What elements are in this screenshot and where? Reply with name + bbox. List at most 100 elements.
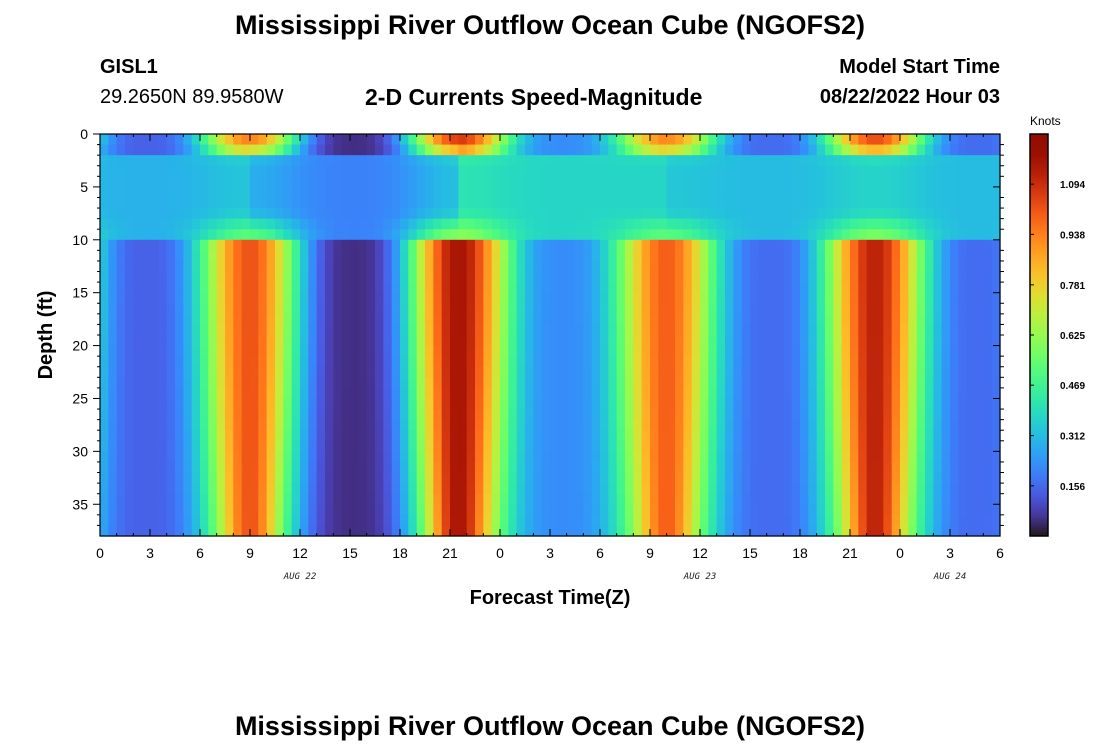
heatmap-cell xyxy=(525,197,534,209)
heatmap-cell xyxy=(308,186,318,199)
heatmap-cell xyxy=(491,292,501,304)
heatmap-cell xyxy=(466,324,476,336)
heatmap-cell xyxy=(433,197,443,209)
heatmap-cell xyxy=(808,493,818,505)
heatmap-cell xyxy=(125,165,134,177)
heatmap-cell xyxy=(408,366,418,378)
heatmap-cell xyxy=(166,504,176,516)
heatmap-cell xyxy=(200,144,209,156)
heatmap-cell xyxy=(708,345,718,357)
heatmap-cell xyxy=(683,525,693,537)
heatmap-cell xyxy=(275,218,284,230)
heatmap-cell xyxy=(700,377,709,389)
heatmap-cell xyxy=(791,514,801,527)
heatmap-cell xyxy=(133,440,143,452)
heatmap-cell xyxy=(158,313,168,326)
heatmap-cell xyxy=(500,398,509,410)
heatmap-cell xyxy=(308,271,318,283)
heatmap-cell xyxy=(108,208,118,220)
heatmap-cell xyxy=(408,324,418,336)
heatmap-cell xyxy=(616,461,626,474)
heatmap-cell xyxy=(191,260,201,273)
heatmap-cell xyxy=(766,155,776,167)
heatmap-cell xyxy=(900,197,909,209)
heatmap-cell xyxy=(400,345,409,357)
heatmap-cell xyxy=(158,292,168,304)
heatmap-cell xyxy=(683,345,693,357)
heatmap-cell xyxy=(641,282,651,294)
heatmap-cell xyxy=(608,165,618,177)
date-label: AUG 24 xyxy=(933,572,967,582)
heatmap-cell xyxy=(366,197,376,209)
heatmap-cell xyxy=(275,430,284,442)
heatmap-cell xyxy=(108,324,118,336)
heatmap-cell xyxy=(950,493,959,505)
heatmap-cell xyxy=(233,356,243,368)
heatmap-cell xyxy=(958,260,968,273)
heatmap-cell xyxy=(608,525,618,537)
heatmap-cell xyxy=(191,504,201,516)
heatmap-cell xyxy=(866,165,876,177)
heatmap-cell xyxy=(300,451,309,463)
heatmap-cell xyxy=(116,472,126,484)
heatmap-cell xyxy=(883,419,893,431)
heatmap-cell xyxy=(608,472,618,484)
heatmap-cell xyxy=(316,313,326,326)
heatmap-cell xyxy=(458,514,468,527)
heatmap-cell xyxy=(666,144,676,156)
heatmap-cell xyxy=(541,303,551,315)
heatmap-cell xyxy=(308,366,318,378)
heatmap-cell xyxy=(641,398,651,410)
heatmap-cell xyxy=(166,356,176,368)
heatmap-cell xyxy=(541,430,551,442)
heatmap-cell xyxy=(908,461,918,474)
heatmap-cell xyxy=(683,366,693,378)
heatmap-cell xyxy=(683,419,693,431)
heatmap-cell xyxy=(350,514,359,527)
heatmap-cell xyxy=(866,260,876,273)
heatmap-cell xyxy=(825,398,834,410)
heatmap-cell xyxy=(508,356,518,368)
heatmap-cell xyxy=(950,165,959,177)
heatmap-cell xyxy=(850,409,859,421)
heatmap-cell xyxy=(691,525,701,537)
heatmap-cell xyxy=(316,155,326,167)
heatmap-cell xyxy=(791,186,801,199)
heatmap-cell xyxy=(258,419,268,431)
heatmap-cell xyxy=(675,155,684,167)
heatmap-cell xyxy=(658,440,668,452)
heatmap-cell xyxy=(125,303,134,315)
heatmap-cell xyxy=(808,134,818,146)
heatmap-cell xyxy=(891,387,901,400)
heatmap-cell xyxy=(141,451,151,463)
heatmap-cell xyxy=(658,514,668,527)
heatmap-cell xyxy=(258,514,268,527)
heatmap-cell xyxy=(391,419,401,431)
heatmap-cell xyxy=(808,260,818,273)
heatmap-cell xyxy=(641,271,651,283)
heatmap-cell xyxy=(358,176,368,188)
heatmap-cell xyxy=(183,356,193,368)
heatmap-cell xyxy=(766,430,776,442)
heatmap-cell xyxy=(716,525,726,537)
heatmap-cell xyxy=(533,260,543,273)
heatmap-cell xyxy=(541,335,551,347)
heatmap-cell xyxy=(275,165,284,177)
heatmap-cell xyxy=(508,282,518,294)
heatmap-cell xyxy=(975,430,984,442)
heatmap-cell xyxy=(283,366,293,378)
heatmap-cell xyxy=(541,239,551,251)
heatmap-cell xyxy=(683,335,693,347)
heatmap-cell xyxy=(891,335,901,347)
heatmap-cell xyxy=(175,313,184,326)
heatmap-cell xyxy=(275,398,284,410)
heatmap-cell xyxy=(908,282,918,294)
heatmap-cell xyxy=(258,461,268,474)
heatmap-cell xyxy=(950,303,959,315)
heatmap-cell xyxy=(341,144,351,156)
heatmap-cell xyxy=(291,186,301,199)
heatmap-cell xyxy=(825,165,834,177)
heatmap-cell xyxy=(633,282,643,294)
heatmap-cell xyxy=(266,271,276,283)
heatmap-cell xyxy=(608,356,618,368)
